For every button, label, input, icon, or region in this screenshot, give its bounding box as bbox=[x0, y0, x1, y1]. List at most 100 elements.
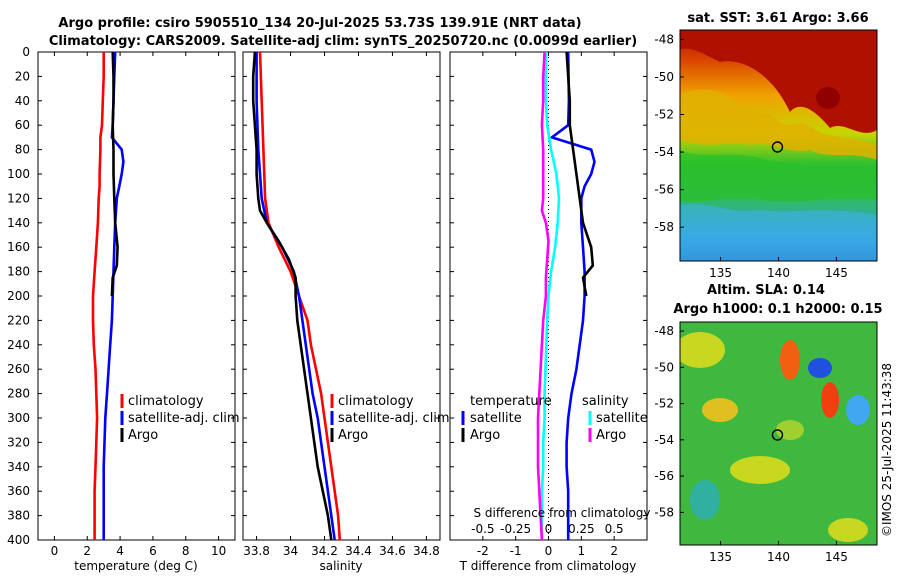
xtick-label: 2 bbox=[610, 544, 618, 558]
lat-tick: -56 bbox=[654, 183, 674, 197]
depth-tick: 380 bbox=[7, 509, 30, 523]
legend3-t-argo: Argo bbox=[470, 428, 500, 443]
sla-blob bbox=[730, 456, 790, 484]
title-line2: Climatology: CARS2009. Satellite-adj cli… bbox=[49, 34, 637, 49]
xtick-label: -2 bbox=[477, 544, 489, 558]
series-temperature-satellite bbox=[550, 51, 596, 540]
depth-tick: 240 bbox=[7, 338, 30, 352]
s-xtick-label: 0.5 bbox=[605, 522, 624, 536]
lat-tick: -48 bbox=[654, 324, 674, 338]
depth-tick: 200 bbox=[7, 289, 30, 303]
depth-tick: 120 bbox=[7, 191, 30, 205]
xtick-label: 34 bbox=[283, 544, 298, 558]
sst-eddy bbox=[816, 87, 840, 109]
sst-map-title: sat. SST: 3.61 Argo: 3.66 bbox=[687, 11, 868, 26]
xtick-label: 34.4 bbox=[345, 544, 372, 558]
credit-text: ©IMOS 25-Jul-2025 11:43:38 bbox=[880, 363, 894, 537]
lat-tick: -52 bbox=[654, 108, 674, 122]
sst-front bbox=[680, 89, 877, 160]
series-salinity-satellite bbox=[540, 52, 561, 540]
lat-tick: -50 bbox=[654, 70, 674, 84]
sla-blob bbox=[821, 382, 839, 418]
depth-tick: 340 bbox=[7, 460, 30, 474]
s-difference-tick-labels: -0.5 -0.25 0 0.25 0.5 bbox=[471, 522, 624, 536]
sst-cold-zone bbox=[680, 203, 877, 261]
sst-field bbox=[680, 30, 877, 261]
sla-blob bbox=[702, 398, 738, 422]
temperature-panel: 0204060801001201401601802002202402602803… bbox=[7, 45, 240, 573]
lon-tick: 135 bbox=[709, 266, 732, 280]
temperature-tick-labels: 0 2 4 6 8 10 bbox=[51, 52, 226, 558]
sst-map: sat. SST: 3.61 Argo: 3.66 135 140 145 -48-… bbox=[654, 11, 878, 280]
legend-argo: Argo bbox=[128, 428, 158, 443]
s-xtick-label: 0 bbox=[545, 522, 553, 536]
xtick-label: 2 bbox=[83, 544, 91, 558]
xtick-label: 4 bbox=[116, 544, 124, 558]
lon-tick: 140 bbox=[767, 550, 790, 564]
legend3-salinity-title: salinity bbox=[582, 394, 629, 409]
lat-tick: -58 bbox=[654, 505, 674, 519]
legend3-s-satellite: satellite bbox=[596, 411, 648, 426]
xtick-label: 34.2 bbox=[311, 544, 338, 558]
xtick-label: 0 bbox=[51, 544, 59, 558]
depth-tick: 60 bbox=[15, 118, 30, 132]
sla-blob bbox=[690, 480, 720, 520]
lat-tick: -58 bbox=[654, 220, 674, 234]
sla-blob bbox=[808, 358, 832, 378]
legend2-argo: Argo bbox=[338, 428, 368, 443]
temperature-xlabel: temperature (deg C) bbox=[74, 559, 197, 573]
t-difference-xlabel: T difference from climatology bbox=[459, 559, 637, 573]
series-satellite-adj.-clim bbox=[255, 52, 336, 541]
sst-argo-marker bbox=[771, 141, 784, 153]
lat-tick: -54 bbox=[654, 145, 674, 159]
sst-lat-ticks: -48 -50 -52 -54 -56 -58 bbox=[654, 32, 684, 234]
xtick-label: 10 bbox=[211, 544, 226, 558]
xtick-label: 33.8 bbox=[243, 544, 270, 558]
s-xtick-label: -0.25 bbox=[500, 522, 531, 536]
depth-tick: 100 bbox=[7, 167, 30, 181]
lon-tick: 140 bbox=[767, 266, 790, 280]
xtick-label: 6 bbox=[149, 544, 157, 558]
legend3-t-satellite: satellite bbox=[470, 411, 522, 426]
s-difference-xlabel: S difference from climatology bbox=[474, 506, 651, 520]
salinity-legend: climatology satellite-adj. clim Argo bbox=[330, 394, 450, 443]
lat-tick: -50 bbox=[654, 360, 674, 374]
xtick-label: 1 bbox=[578, 544, 586, 558]
series-argo bbox=[251, 51, 333, 541]
series-climatology bbox=[258, 51, 342, 541]
series-argo bbox=[110, 51, 119, 297]
sla-blob bbox=[846, 395, 870, 425]
xtick-label: 34.8 bbox=[413, 544, 440, 558]
depth-tick: 300 bbox=[7, 411, 30, 425]
legend2-satellite: satellite-adj. clim bbox=[338, 411, 450, 426]
sst-lon-ticks: 135 140 145 bbox=[709, 257, 848, 280]
sla-argo-marker bbox=[771, 429, 784, 441]
difference-lines bbox=[536, 51, 596, 541]
xtick-label: 8 bbox=[182, 544, 190, 558]
depth-tick: 320 bbox=[7, 435, 30, 449]
depth-tick: 0 bbox=[22, 45, 30, 59]
lat-tick: -56 bbox=[654, 469, 674, 483]
sla-map: Altim. SLA: 0.14 Argo h1000: 0.1 h2000: … bbox=[654, 283, 882, 564]
series-salinity-argo bbox=[536, 51, 550, 541]
lat-tick: -52 bbox=[654, 397, 674, 411]
xtick-label: 34.6 bbox=[379, 544, 406, 558]
lon-tick: 145 bbox=[825, 550, 848, 564]
sla-blob bbox=[828, 518, 868, 542]
legend3-temperature-title: temperature bbox=[470, 394, 552, 409]
difference-legend: temperature satellite Argo salinity sate… bbox=[461, 394, 648, 443]
title-line1: Argo profile: csiro 5905510_134 20-Jul-2… bbox=[58, 16, 581, 31]
series-temperature-argo bbox=[565, 51, 595, 297]
lat-tick: -54 bbox=[654, 433, 674, 447]
t-difference-tick-labels: -2 -1 0 1 2 bbox=[477, 52, 618, 558]
temperature-legend: climatology satellite-adj. clim Argo bbox=[120, 394, 240, 443]
sst-green-zone bbox=[680, 150, 877, 202]
sla-map-subtitle: Argo h1000: 0.1 h2000: 0.15 bbox=[673, 302, 882, 317]
sla-map-title: Altim. SLA: 0.14 bbox=[707, 283, 825, 298]
sla-blob bbox=[680, 332, 725, 368]
s-xtick-label: -0.5 bbox=[471, 522, 494, 536]
lon-tick: 145 bbox=[825, 266, 848, 280]
lon-tick: 135 bbox=[709, 550, 732, 564]
depth-tick: 260 bbox=[7, 362, 30, 376]
